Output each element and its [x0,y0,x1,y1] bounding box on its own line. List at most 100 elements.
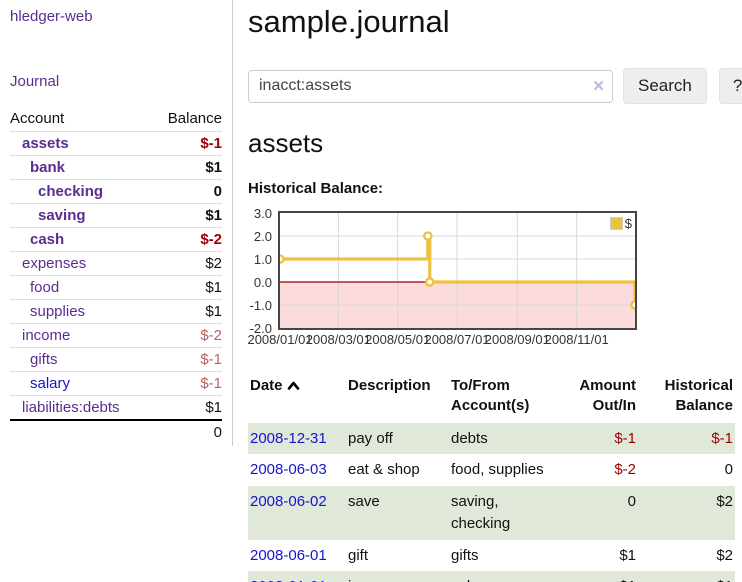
sort-ascending-icon [287,376,300,396]
legend-label: $ [624,216,632,231]
data-point-marker [424,277,435,287]
account-balance: $-1 [151,371,222,396]
account-link[interactable]: liabilities:debts [22,399,120,416]
account-row: food $1 [10,275,222,300]
account-link[interactable]: bank [30,159,66,176]
y-tick-label: 0.0 [253,275,272,290]
account-link[interactable]: checking [38,183,104,200]
x-tick-label: 2008/09/01 [484,332,550,347]
accounts-column-balance: Balance [167,110,222,127]
register-row: 2008-01-01incomesalary$1$1 [248,571,735,582]
data-point-marker [630,300,635,310]
account-row: liabilities:debts $1 [10,395,222,420]
historical-balance-chart: 3.0 2.0 1.0 0.0 -1.0 -2.0 $ 2008/01/01 2008/03… [247,206,742,351]
transaction-amount: $1 [561,571,638,582]
register-table: Date Description To/From Account(s) Amou… [248,374,735,582]
y-tick-label: 2.0 [253,229,272,244]
accounts-table: Account Balance assets $-1 bank $1 checking 0… [10,107,222,444]
transaction-description: save [346,486,449,540]
transaction-date-link[interactable]: 2008-06-02 [250,493,327,510]
register-column-amount: Amount Out/In [579,377,636,415]
account-balance: $1 [151,155,222,180]
account-link[interactable]: salary [30,375,71,392]
accounts-total-spacer [10,419,152,444]
register-column-description: Description [348,377,431,394]
sidebar-item-journal[interactable]: Journal [10,73,60,90]
main-content: sample.journal ✕ Search ? assets Histori… [247,0,742,582]
transaction-date-link[interactable]: 2008-12-31 [250,429,327,447]
transaction-accounts: saving, checking [449,486,561,540]
account-row: supplies $1 [10,299,222,324]
transaction-description: income [346,571,449,582]
x-tick-label: 2008/01/01 [247,332,313,347]
account-row: assets $-1 [10,131,222,156]
x-tick-label: 2008/11/01 [544,332,609,347]
account-link[interactable]: gifts [30,351,58,368]
accounts-column-account: Account [10,110,65,127]
register-row: 2008-12-31 pay off debts $-1 $-1 [248,422,735,455]
account-row: cash $-2 [10,227,222,252]
account-link[interactable]: assets [22,135,69,152]
account-row: gifts $-1 [10,347,222,372]
legend-swatch-icon [609,217,623,230]
account-balance: 0 [151,179,222,204]
account-row: checking 0 [10,179,222,204]
register-row: 2008-06-03 eat & shop food, supplies $-2 0 [248,454,735,486]
transaction-date-link[interactable]: 2008-01-01 [250,578,327,582]
chart-x-axis-labels: 2008/01/01 2008/03/01 2008/05/01 2008/07/01… [247,332,637,348]
transaction-balance: $-1 [638,422,735,455]
clear-search-icon[interactable]: ✕ [592,77,605,95]
transaction-accounts: gifts [451,546,479,564]
account-row: saving $1 [10,203,222,228]
account-link[interactable]: cash [30,231,65,248]
search-button[interactable]: Search [623,68,707,104]
account-row: salary $-1 [10,371,222,396]
account-balance: $-1 [151,347,222,372]
transaction-amount: $-2 [614,461,636,479]
chart-plot-area[interactable] [278,211,637,330]
help-button[interactable]: ? [718,68,742,104]
account-heading: assets [248,128,324,158]
account-row: expenses $2 [10,251,222,276]
transaction-date-link[interactable]: 2008-06-01 [250,546,327,564]
account-balance: $1 [151,395,222,420]
account-link[interactable]: food [30,279,60,296]
accounts-header-row: Account Balance [10,107,222,132]
search-bar: ✕ Search ? [248,68,742,104]
transaction-description: pay off [346,422,449,455]
data-point-marker [280,254,285,264]
account-row: income $-2 [10,323,222,348]
account-balance: $-2 [151,227,222,252]
account-row: bank $1 [10,155,222,180]
search-input[interactable] [248,69,613,103]
chart-y-axis-labels: 3.0 2.0 1.0 0.0 -1.0 -2.0 [248,206,274,336]
account-link[interactable]: supplies [30,303,86,320]
register-row: 2008-06-02 save saving, checking 0 $2 [248,486,735,540]
sidebar: hledger-web Journal Account Balance asse… [0,0,233,446]
account-link[interactable]: saving [38,207,86,224]
transaction-balance: $2 [638,486,735,540]
y-tick-label: -1.0 [249,298,272,313]
register-row: 2008-06-01 gift gifts $1 $2 [248,540,735,572]
account-balance: $2 [151,251,222,276]
transaction-balance: $2 [716,546,733,564]
brand-link[interactable]: hledger-web [10,8,93,25]
transaction-balance: $1 [638,571,735,582]
transaction-amount: 0 [561,486,638,540]
transaction-date-link[interactable]: 2008-06-03 [250,461,327,479]
transaction-amount: $-1 [561,422,638,455]
account-balance: $1 [151,203,222,228]
transaction-accounts: food, supplies [451,461,544,479]
page-title: sample.journal [248,4,450,39]
transaction-description: gift [348,546,369,564]
transaction-balance: 0 [724,461,733,479]
register-column-historical: Historical Balance [664,377,733,415]
account-link[interactable]: income [22,327,71,344]
register-column-date[interactable]: Date [248,374,346,423]
y-tick-label: 1.0 [253,252,272,267]
transaction-amount: $1 [619,546,636,564]
transaction-accounts: salary [449,571,561,582]
account-link[interactable]: expenses [22,255,87,272]
accounts-total-row: 0 [10,419,222,444]
